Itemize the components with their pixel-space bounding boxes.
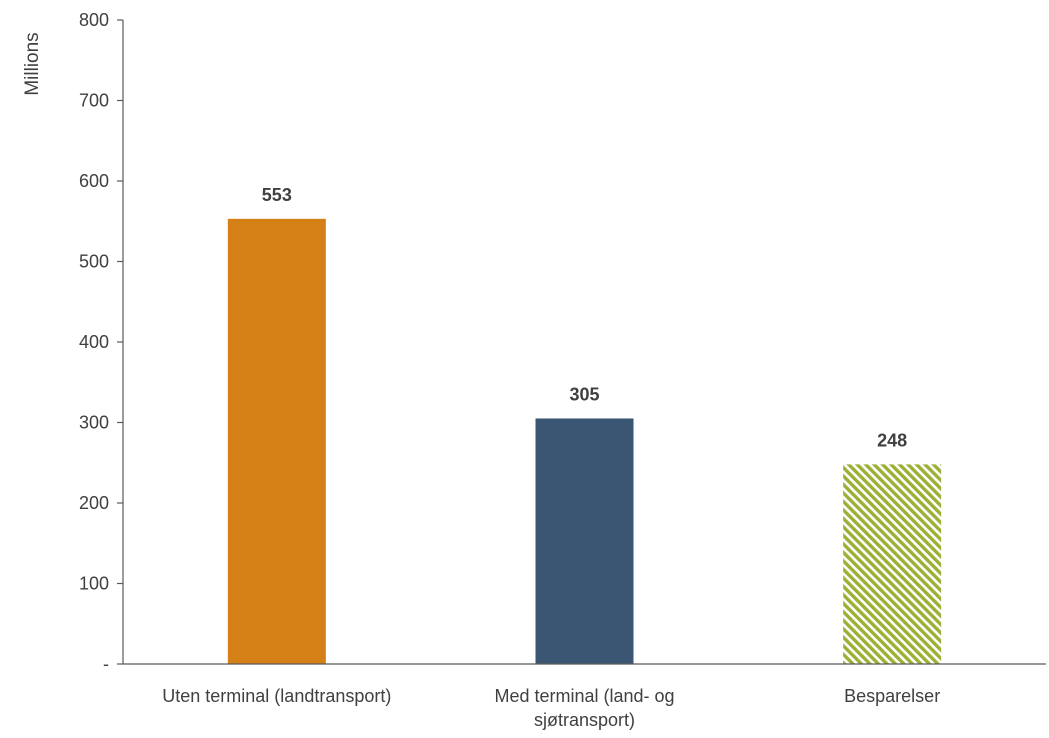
x-category-label-line: Med terminal (land- og [494,686,674,706]
y-tick-label: 600 [79,171,109,191]
y-axis-ticks: - 100 200 300 400 500 600 700 800 [79,10,123,674]
y-tick-label: 300 [79,413,109,433]
y-axis-title: Millions [22,32,43,95]
x-axis-labels: Uten terminal (landtransport) Med termina… [162,686,940,730]
x-category-label-line: sjøtransport) [534,710,635,730]
y-tick-label: 100 [79,574,109,594]
x-category-label-3: Besparelser [844,686,940,706]
x-category-label-2: Med terminal (land- og sjøtransport) [494,686,674,730]
x-category-label-line: Uten terminal (landtransport) [162,686,391,706]
bars [227,218,942,664]
data-label-2: 305 [569,384,599,404]
y-tick-label: 800 [79,10,109,30]
bar-3 [843,464,942,664]
y-tick-label: 500 [79,252,109,272]
bar-2 [535,418,634,664]
y-axis-title-group: Millions [22,32,43,95]
data-label-1: 553 [262,185,292,205]
y-tick-label: 200 [79,493,109,513]
y-tick-label: 700 [79,91,109,111]
bar-1 [227,218,326,664]
y-tick-label: - [103,654,109,674]
axes [122,20,1046,665]
data-label-3: 248 [877,430,907,450]
x-category-label-1: Uten terminal (landtransport) [162,686,391,706]
y-tick-label: 400 [79,332,109,352]
x-category-label-line: Besparelser [844,686,940,706]
data-labels: 553 305 248 [262,185,907,451]
